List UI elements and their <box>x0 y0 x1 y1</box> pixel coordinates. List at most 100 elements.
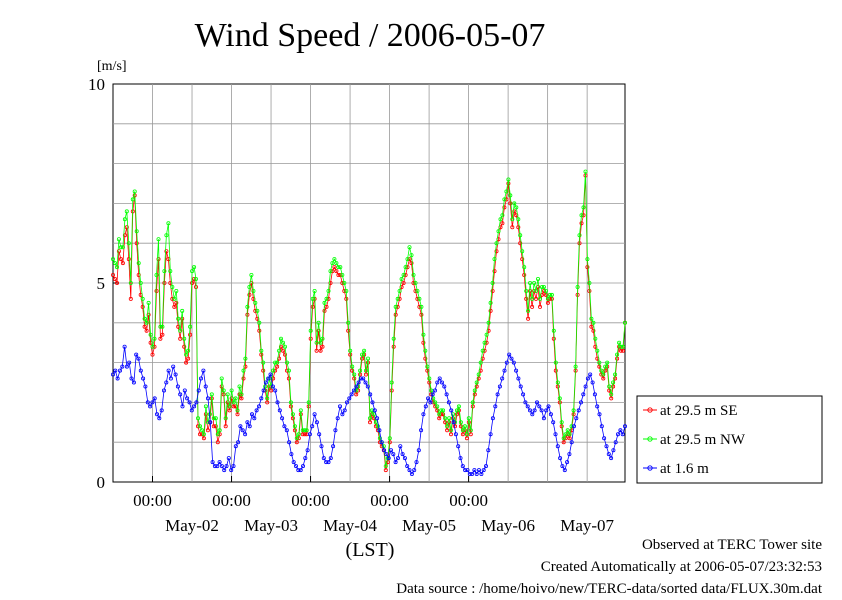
data-point <box>613 440 618 445</box>
data-point <box>310 304 315 309</box>
data-point <box>522 272 527 277</box>
data-point <box>368 392 373 397</box>
data-point <box>360 352 365 357</box>
data-point <box>523 400 528 405</box>
data-point <box>186 356 191 361</box>
data-point <box>583 384 588 389</box>
data-point <box>400 452 405 457</box>
data-point <box>526 308 531 313</box>
data-point <box>458 424 463 429</box>
data-point <box>372 408 377 413</box>
data-point <box>330 261 335 266</box>
data-point <box>456 404 461 409</box>
data-point <box>494 241 499 246</box>
data-point <box>190 269 195 274</box>
data-point <box>310 424 315 429</box>
data-point <box>170 284 175 289</box>
data-point <box>263 380 268 385</box>
data-point <box>184 360 189 365</box>
data-point <box>227 408 232 413</box>
data-point <box>445 424 450 429</box>
data-point <box>585 376 590 381</box>
data-point <box>433 400 438 405</box>
data-point <box>520 257 525 262</box>
data-point <box>365 356 370 361</box>
data-point <box>387 436 392 441</box>
data-point <box>539 408 544 413</box>
data-point <box>294 440 299 445</box>
data-point <box>113 276 118 281</box>
data-point <box>312 288 317 293</box>
legend: at 29.5 m SE at 29.5 m NW at 1.6 m <box>636 395 823 484</box>
x-tick-time-label: 00:00 <box>212 491 251 510</box>
data-point <box>205 420 210 425</box>
data-point <box>290 412 295 417</box>
data-point <box>136 261 141 266</box>
data-point <box>423 404 428 409</box>
data-point <box>241 376 246 381</box>
data-point <box>126 257 131 262</box>
data-point <box>122 233 127 238</box>
series-line <box>112 171 626 467</box>
data-point <box>437 412 442 417</box>
data-point <box>253 300 258 305</box>
data-point <box>611 380 616 385</box>
data-point <box>140 304 145 309</box>
data-point <box>490 416 495 421</box>
data-point <box>172 296 177 301</box>
data-point <box>623 320 628 325</box>
data-point <box>182 344 187 349</box>
data-point <box>585 257 590 262</box>
data-point <box>284 360 289 365</box>
data-point <box>161 388 166 393</box>
data-point <box>402 456 407 461</box>
data-point <box>261 360 266 365</box>
data-point <box>545 300 550 305</box>
data-point <box>261 368 266 373</box>
data-point <box>617 340 622 345</box>
data-point <box>606 452 611 457</box>
data-point <box>180 308 185 313</box>
data-point <box>448 428 453 433</box>
data-point <box>474 471 479 476</box>
data-point <box>530 304 535 309</box>
data-point <box>126 241 131 246</box>
data-point <box>180 316 185 321</box>
data-point <box>257 328 262 333</box>
data-point <box>464 432 469 437</box>
data-point <box>567 432 572 437</box>
data-point <box>166 368 171 373</box>
data-point <box>310 296 315 301</box>
data-point <box>444 392 449 397</box>
data-point <box>280 340 285 345</box>
data-point <box>395 296 400 301</box>
data-point <box>269 388 274 393</box>
data-point <box>620 432 625 437</box>
legend-item: at 29.5 m SE <box>643 403 738 419</box>
data-point <box>581 392 586 397</box>
data-point <box>450 412 455 417</box>
data-point <box>238 424 243 429</box>
data-point <box>518 233 523 238</box>
data-point <box>273 388 278 393</box>
data-point <box>277 348 282 353</box>
data-point <box>393 304 398 309</box>
data-point <box>111 272 116 277</box>
data-point <box>482 340 487 345</box>
data-point <box>476 372 481 377</box>
data-point <box>303 456 308 461</box>
data-point <box>426 396 431 401</box>
data-point <box>116 249 121 254</box>
data-point <box>124 209 129 214</box>
data-point <box>435 380 440 385</box>
data-point <box>377 428 382 433</box>
data-point <box>370 400 375 405</box>
data-point <box>365 384 370 389</box>
data-point <box>143 384 148 389</box>
data-point <box>479 471 484 476</box>
data-point <box>597 360 602 365</box>
data-point <box>429 388 434 393</box>
data-point <box>369 408 374 413</box>
data-point <box>399 276 404 281</box>
